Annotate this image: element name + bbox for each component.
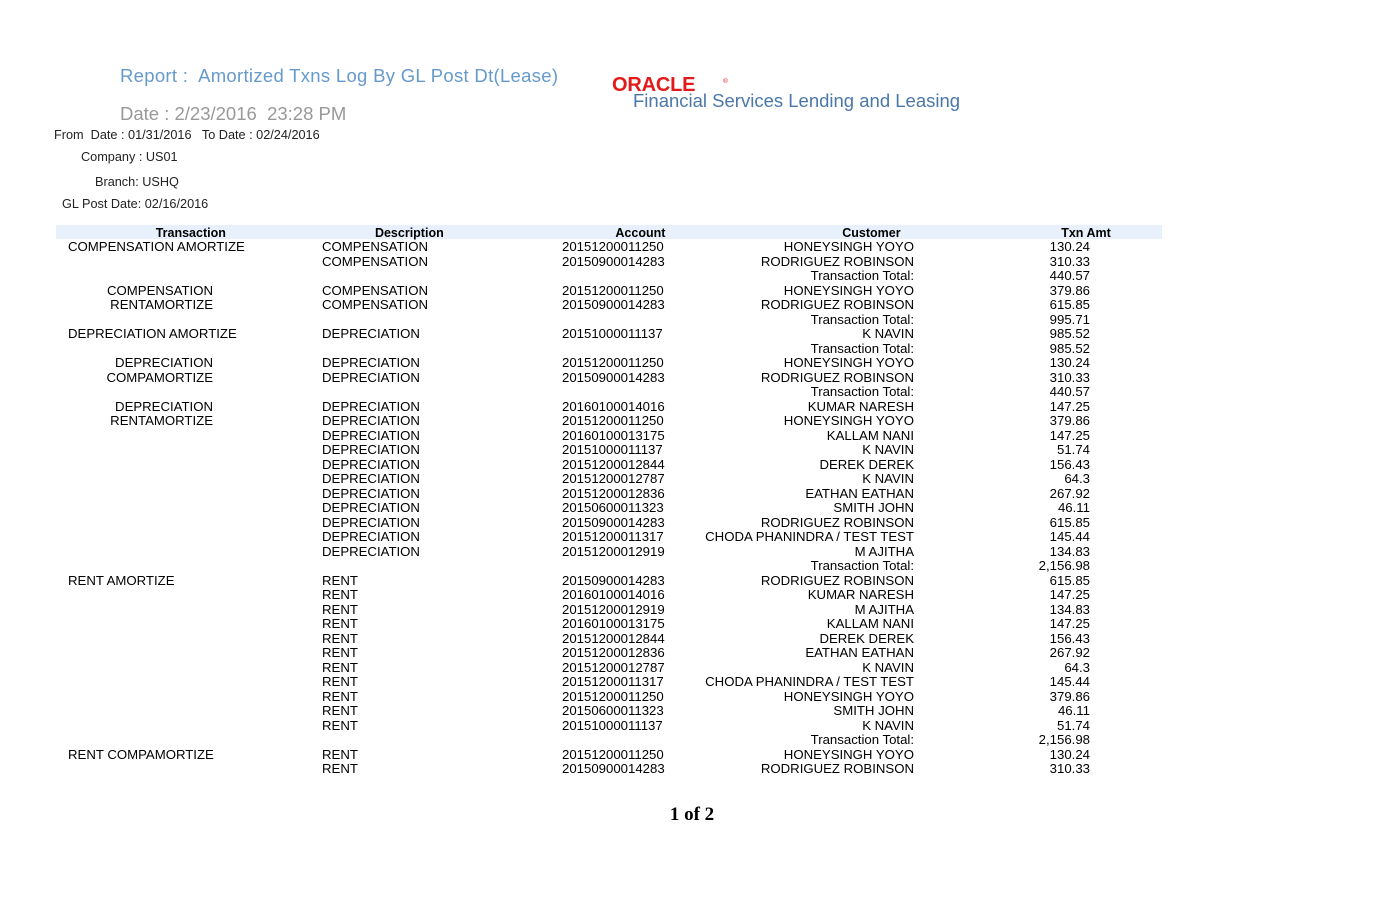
svg-text:Financial Services Lending and: Financial Services Lending and Leasing [633, 90, 960, 111]
svg-text:®: ® [723, 77, 728, 85]
